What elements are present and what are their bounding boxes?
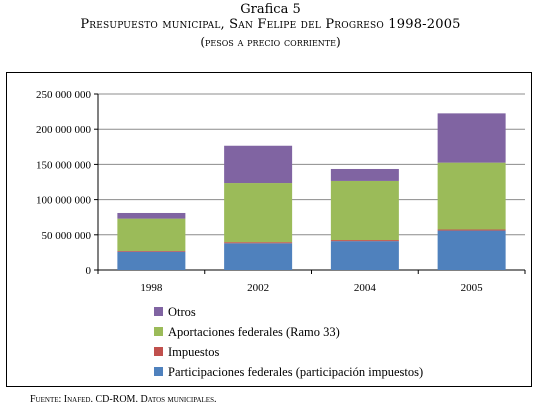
y-tick-label: 200 000 000: [36, 124, 92, 136]
bar-segment: [330, 240, 399, 242]
bar-segment: [224, 242, 293, 244]
figure-subtitle: (pesos a precio corriente): [200, 35, 341, 49]
bar-segment: [437, 162, 506, 230]
legend-entry: Otros: [168, 305, 196, 319]
bar-segment: [117, 250, 186, 252]
bar-segment: [330, 180, 399, 241]
x-tick-label: 2005: [461, 282, 484, 294]
legend-entry: Aportaciones federales (Ramo 33): [168, 325, 340, 339]
y-tick-label: 0: [86, 265, 92, 277]
chart-frame: 0 50 000 000 100 000 000 150 000 000 200 000…: [6, 72, 532, 387]
x-tick-label: 1998: [140, 282, 163, 294]
stacked-bar-chart: 0 50 000 000 100 000 000 150 000 000 200 000…: [36, 89, 526, 379]
legend-swatch: [154, 367, 163, 376]
figure-number: Grafica 5: [240, 2, 301, 17]
bar-segment: [224, 145, 293, 184]
y-tick-label: 250 000 000: [36, 89, 92, 101]
bar-segment: [437, 113, 506, 163]
legend-entry: Participaciones federales (participación…: [168, 365, 423, 379]
y-tick-label: 100 000 000: [36, 195, 92, 207]
legend-entry: Impuestos: [168, 345, 220, 359]
y-tick-label: 50 000 000: [42, 230, 92, 242]
x-tick-label: 2002: [247, 282, 269, 294]
bar-segment: [437, 230, 506, 270]
legend-swatch: [154, 347, 163, 356]
y-tick-label: 150 000 000: [36, 159, 92, 171]
figure-title: Presupuesto municipal, San Felipe del Pr…: [80, 17, 461, 32]
bar-segment: [117, 218, 186, 251]
x-tick-label: 2004: [354, 282, 377, 294]
bar-segment: [330, 241, 399, 270]
bar-segment: [117, 251, 186, 270]
bar-segment: [330, 168, 399, 181]
source-note: Fuente: Inafed. CD-ROM. Datos municipale…: [30, 394, 217, 405]
legend-swatch: [154, 327, 163, 336]
bar-segment: [224, 243, 293, 270]
bar-segment: [437, 229, 506, 231]
bar-segment: [117, 212, 186, 219]
bar-segment: [224, 183, 293, 243]
legend-swatch: [154, 307, 163, 316]
